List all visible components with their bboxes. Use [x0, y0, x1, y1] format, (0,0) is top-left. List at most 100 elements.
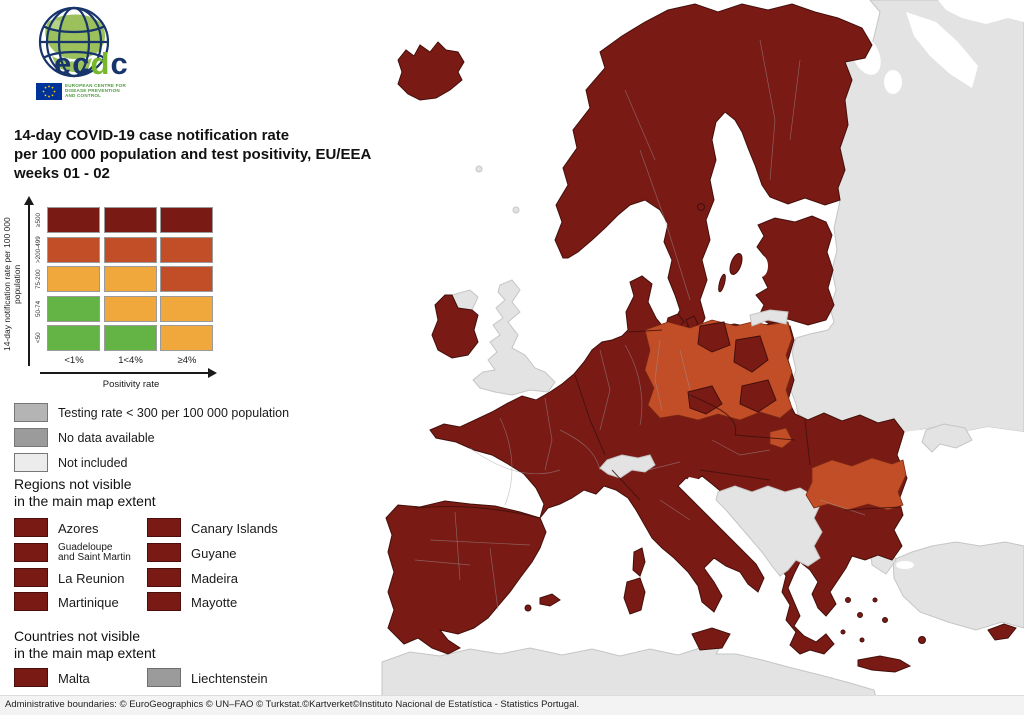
map-crete	[857, 655, 912, 673]
map-aegean-island-2	[857, 612, 863, 618]
matrix-cell-r2-c1	[103, 266, 157, 292]
map-adriatic-sea	[684, 477, 772, 562]
map-poland-region-3	[687, 385, 723, 415]
map-shetland	[512, 206, 520, 214]
not-included-label: Not included	[58, 456, 128, 470]
title-line-1: 14-day COVID-19 case notification rate	[14, 127, 290, 144]
matrix-row-label-3: 50-74	[35, 300, 42, 317]
matrix-y-axis-arrow	[28, 204, 30, 366]
map-sicily	[691, 627, 731, 651]
eu-flag-icon	[36, 83, 62, 100]
map-slovakia-east	[769, 427, 793, 449]
matrix-x-axis-label: Positivity rate	[102, 379, 160, 390]
ecdc-globe-icon	[38, 6, 110, 78]
map-black-sea	[896, 426, 1024, 548]
map-fennoscandia	[554, 3, 873, 343]
matrix-cell-r4-c2	[160, 325, 213, 351]
map-white-sea-top	[938, 0, 1024, 24]
guadeloupe-swatch	[14, 543, 48, 562]
map-mallorca	[539, 593, 561, 607]
title-line-2: per 100 000 population and test positivi…	[14, 146, 372, 163]
matrix-cell-r3-c2	[160, 295, 213, 322]
map-sardinia	[623, 577, 646, 615]
la-reunion-swatch	[14, 568, 48, 587]
map-title: 14-day COVID-19 case notification rate p…	[14, 126, 414, 183]
matrix-row-label-0: ≥500	[35, 213, 42, 227]
map-internal-region-borders	[414, 39, 866, 611]
countries-section-heading: Countries not visible in the main map ex…	[14, 628, 156, 661]
map-poland-region-4	[739, 379, 777, 413]
map-aegean-island-5	[840, 629, 846, 635]
title-line-3: weeks 01 - 02	[14, 165, 110, 182]
map-baltic-states	[755, 215, 835, 326]
matrix-cell-r2-c0	[47, 266, 100, 292]
map-aegean-island-1	[845, 597, 851, 603]
map-kaliningrad	[749, 309, 789, 327]
testing-rate-label: Testing rate < 300 per 100 000 populatio…	[58, 406, 290, 420]
no-data-label: No data available	[58, 431, 155, 445]
map-lake-2	[884, 70, 902, 94]
map-turkey	[892, 541, 1024, 631]
matrix-cell-r0-c0	[47, 207, 100, 233]
map-aegean-island-3	[872, 597, 878, 603]
map-ireland	[431, 294, 479, 359]
map-country-borders	[414, 329, 901, 519]
matrix-cell-r1-c1	[103, 236, 157, 263]
matrix-y-axis-label: 14-day notification rate per 100 000 pop…	[2, 217, 22, 351]
map-faroe	[475, 165, 483, 173]
matrix-cell-r3-c0	[47, 295, 100, 322]
martinique-swatch	[14, 592, 48, 611]
matrix-row-label-1: >200-499	[35, 236, 42, 263]
map-poland-region-1	[697, 321, 731, 353]
matrix-col-label-2: ≥4%	[177, 355, 197, 366]
matrix-cell-r1-c2	[160, 236, 213, 263]
map-iceland	[397, 41, 465, 101]
matrix-row-label-2: 75-200	[35, 269, 42, 289]
ecdc-logo: ecdc EUROPEAN CENTRE FOR DISEASE PREVENT…	[18, 4, 138, 104]
ecdc-org-name: EUROPEAN CENTRE FOR DISEASE PREVENTION A…	[65, 83, 126, 98]
matrix-x-axis-arrow	[40, 372, 210, 374]
map-aland	[697, 203, 705, 211]
malta-swatch	[14, 668, 48, 687]
map-gotland	[729, 253, 743, 275]
matrix-cell-r0-c2	[160, 207, 213, 233]
map-ibiza	[524, 604, 532, 612]
matrix-cell-r1-c0	[47, 236, 100, 263]
ecdc-wordmark: ecdc	[54, 46, 129, 81]
map-poland-region-2	[733, 335, 769, 373]
liechtenstein-swatch	[147, 668, 181, 687]
map-cyprus	[987, 623, 1017, 641]
map-romania-south	[805, 457, 907, 511]
map-corsica	[632, 547, 646, 577]
no-data-swatch	[14, 428, 48, 447]
matrix-cell-r4-c0	[47, 325, 100, 351]
map-aegean-island-4	[882, 617, 888, 623]
guyane-swatch	[147, 543, 181, 562]
footer-attribution: Administrative boundaries: © EuroGeograp…	[5, 699, 580, 710]
matrix-cell-r2-c2	[160, 266, 213, 292]
regions-section-heading: Regions not visible in the main map exte…	[14, 476, 156, 509]
map-aegean-island-6	[859, 637, 865, 643]
map-rhodes	[918, 636, 926, 644]
map-crimea	[921, 423, 973, 453]
matrix-col-label-1: 1<4%	[118, 355, 143, 366]
not-included-swatch	[14, 453, 48, 472]
azores-swatch	[14, 518, 48, 537]
map-western-balkans	[715, 485, 823, 577]
map-zealand	[685, 315, 699, 331]
matrix-cell-r3-c1	[103, 295, 157, 322]
madeira-swatch	[147, 568, 181, 587]
matrix-cell-r0-c1	[103, 207, 157, 233]
map-great-britain	[472, 279, 556, 396]
matrix-col-label-0: <1%	[64, 355, 84, 366]
map-white-sea	[906, 12, 978, 88]
map-gulf-of-riga	[754, 255, 768, 277]
map-sea-marmara	[896, 561, 914, 569]
matrix-y-axis-arrowhead	[24, 196, 34, 205]
map-oland	[718, 273, 726, 293]
matrix-row-label-4: <50	[35, 332, 42, 344]
footer-bar: Administrative boundaries: © EuroGeograp…	[0, 695, 1024, 715]
matrix-cell-r4-c1	[103, 325, 157, 351]
testing-rate-swatch	[14, 403, 48, 422]
